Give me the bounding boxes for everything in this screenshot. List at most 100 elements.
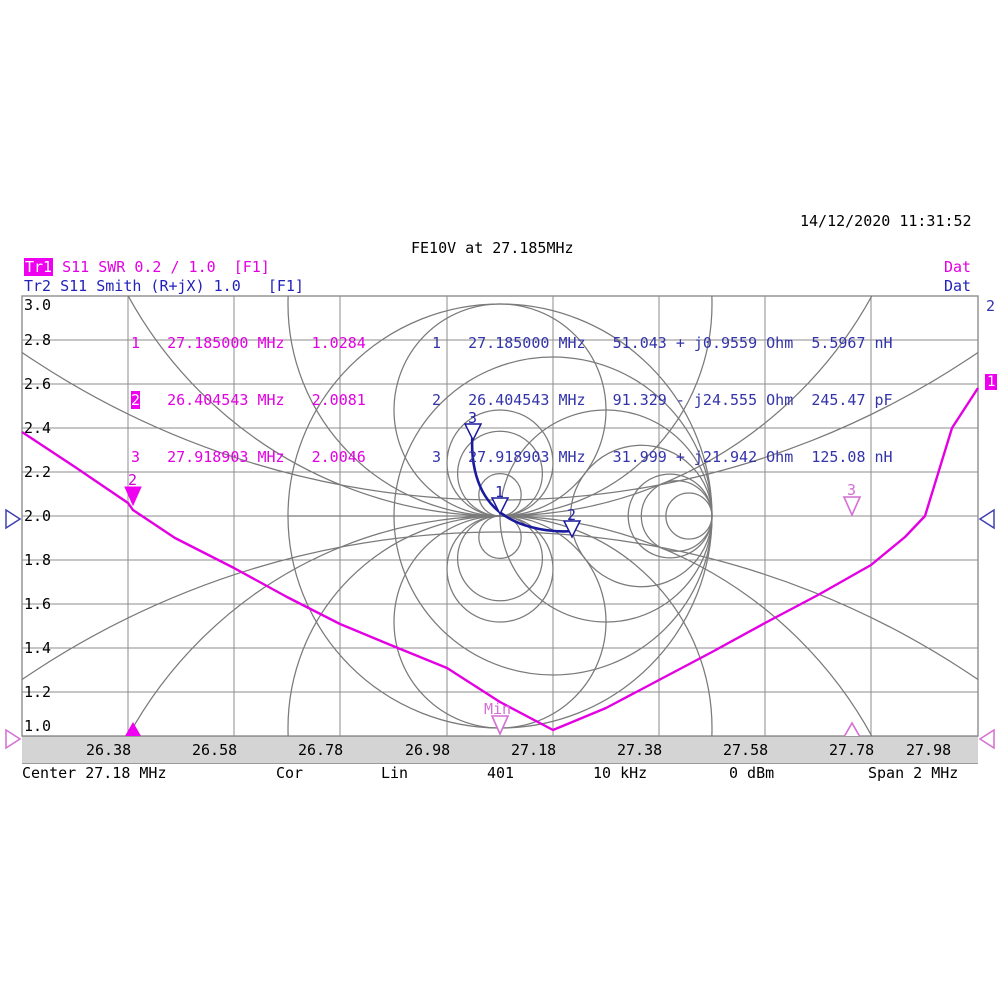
smith-marker-equivunit-1: nH [874, 334, 893, 352]
marker-index-2[interactable]: 2 [131, 391, 141, 409]
smith-marker-index-3[interactable]: 3 [432, 448, 442, 466]
smith-trace-markers [463, 423, 582, 539]
smith-marker-imag-2: j24.555 [693, 391, 758, 409]
marker-freq-3: 27.918903 [167, 448, 249, 466]
x-tick-27.98: 27.98 [906, 741, 952, 759]
right-ref-marker-swr[interactable] [978, 728, 995, 750]
smith-trace-tr2 [470, 426, 576, 533]
status-points[interactable]: 401 [487, 764, 515, 782]
trace-tag-tr2[interactable]: Tr2 [24, 277, 52, 295]
smith-marker-equivunit-3: nH [874, 448, 893, 466]
timestamp: 14/12/2020 11:31:52 [800, 212, 972, 230]
right-edge-marker2-label: 2 [986, 297, 996, 315]
smith-marker-3-label[interactable]: 3 [468, 409, 478, 427]
marker-value-3: 2.0046 [311, 448, 366, 466]
swr-min-marker-triangle[interactable] [490, 715, 510, 736]
smith-marker-equiv-2: 245.47 [811, 391, 866, 409]
x-tick-27.58: 27.58 [723, 741, 769, 759]
right-ref-marker-smith[interactable] [978, 508, 995, 530]
smith-marker-sign-2: - [675, 391, 685, 409]
smith-marker-real-1: 51.043 [612, 334, 667, 352]
x-tick-26.38: 26.38 [86, 741, 132, 759]
status-center[interactable]: Center 27.18 MHz [22, 764, 167, 782]
marker-index-1[interactable]: 1 [131, 334, 141, 352]
marker-row-smith-2[interactable]: 2 26.404543 MHz 91.329 - j24.555 Ohm 245… [432, 391, 893, 410]
marker-row-smith-1[interactable]: 1 27.185000 MHz 51.043 + j0.9559 Ohm 5.5… [432, 334, 893, 353]
left-ref-marker-swr[interactable] [5, 728, 22, 750]
swr-min-label: Min [484, 700, 512, 718]
trace-desc-tr2: S11 Smith (R+jX) 1.0 [F1] [60, 277, 304, 295]
page-title: FE10V at 27.185MHz [411, 239, 574, 257]
smith-marker-freq-3: 27.918903 [468, 448, 550, 466]
right-edge-marker1-tag[interactable]: 1 [985, 374, 998, 390]
smith-marker-equiv-3: 125.08 [811, 448, 866, 466]
marker-table-smith: 1 27.185000 MHz 51.043 + j0.9559 Ohm 5.5… [432, 296, 893, 505]
swr-marker-3-triangle[interactable] [842, 496, 862, 517]
x-tick-26.98: 26.98 [405, 741, 451, 759]
marker-row-smith-3[interactable]: 3 27.918903 MHz 31.999 + j21.942 Ohm 125… [432, 448, 893, 467]
marker-table-swr: 1 27.185000 MHz 1.0284 2 26.404543 MHz 2… [131, 296, 366, 505]
marker-freq-2: 26.404543 [167, 391, 249, 409]
status-bandwidth[interactable]: 10 kHz [593, 764, 648, 782]
data-label-tr1[interactable]: Dat [944, 258, 972, 276]
y-tick-2.8: 2.8 [24, 331, 52, 349]
marker-row-swr-2[interactable]: 2 26.404543 MHz 2.0081 [131, 391, 366, 410]
marker-unit-3: MHz [257, 448, 285, 466]
smith-marker-imag-3: j21.942 [693, 448, 758, 466]
y-tick-1.4: 1.4 [24, 639, 52, 657]
x-tick-27.78: 27.78 [829, 741, 875, 759]
status-span[interactable]: Span 2 MHz [868, 764, 959, 782]
smith-marker-index-2[interactable]: 2 [432, 391, 442, 409]
marker-unit-2: MHz [257, 391, 285, 409]
smith-marker-2-label[interactable]: 2 [567, 506, 577, 524]
swr-trace-tr1 [21, 387, 980, 732]
smith-marker-ohm-1: Ohm [766, 334, 794, 352]
grid-vertical-lines [127, 296, 872, 736]
left-ref-marker-smith[interactable] [5, 508, 22, 530]
trace-legend-tr2[interactable]: Tr2 S11 Smith (R+jX) 1.0 [F1] [24, 277, 304, 295]
smith-marker-sign-1: + [675, 334, 685, 352]
y-tick-1.6: 1.6 [24, 595, 52, 613]
smith-marker-freq-1: 27.185000 [468, 334, 550, 352]
trace-desc-tr1: S11 SWR 0.2 / 1.0 [F1] [62, 258, 270, 276]
marker-row-swr-3[interactable]: 3 27.918903 MHz 2.0046 [131, 448, 366, 467]
smith-marker-index-1[interactable]: 1 [432, 334, 442, 352]
x-tick-26.78: 26.78 [298, 741, 344, 759]
y-tick-1.0: 1.0 [24, 717, 52, 735]
marker-row-swr-1[interactable]: 1 27.185000 MHz 1.0284 [131, 334, 366, 353]
y-tick-2.0: 2.0 [24, 507, 52, 525]
y-tick-2.2: 2.2 [24, 463, 52, 481]
status-bar: Center 27.18 MHz Cor Lin 401 10 kHz 0 dB… [0, 762, 1000, 786]
y-tick-1.8: 1.8 [24, 551, 52, 569]
status-cor[interactable]: Cor [276, 764, 304, 782]
y-tick-2.4: 2.4 [24, 419, 52, 437]
x-tick-26.58: 26.58 [192, 741, 238, 759]
status-power[interactable]: 0 dBm [729, 764, 775, 782]
marker-value-1: 1.0284 [311, 334, 366, 352]
marker-freq-1: 27.185000 [167, 334, 249, 352]
y-tick-3.0: 3.0 [24, 296, 52, 314]
smith-marker-freq-2: 26.404543 [468, 391, 550, 409]
smith-marker-real-2: 91.329 [612, 391, 667, 409]
status-lin[interactable]: Lin [381, 764, 409, 782]
marker-index-3[interactable]: 3 [131, 448, 141, 466]
smith-marker-unit-3: MHz [558, 448, 586, 466]
swr-marker-2-triangle[interactable] [124, 486, 142, 507]
swr-marker-3-label[interactable]: 3 [847, 481, 857, 499]
trace-legend-tr1[interactable]: Tr1 S11 SWR 0.2 / 1.0 [F1] [24, 258, 270, 276]
smith-marker-ohm-3: Ohm [766, 448, 794, 466]
smith-marker-equivunit-2: pF [874, 391, 893, 409]
smith-marker-unit-2: MHz [558, 391, 586, 409]
marker-value-2: 2.0081 [311, 391, 366, 409]
x-tick-27.38: 27.38 [617, 741, 663, 759]
x-tick-27.18: 27.18 [511, 741, 557, 759]
swr-marker-2-label[interactable]: 2 [128, 471, 138, 489]
smith-marker-1-label[interactable]: 1 [495, 483, 505, 501]
trace-tag-tr1[interactable]: Tr1 [24, 258, 54, 276]
smith-marker-ohm-2: Ohm [766, 391, 794, 409]
smith-marker-sign-3: + [675, 448, 685, 466]
smith-marker-unit-1: MHz [558, 334, 586, 352]
data-label-tr2[interactable]: Dat [944, 277, 972, 295]
